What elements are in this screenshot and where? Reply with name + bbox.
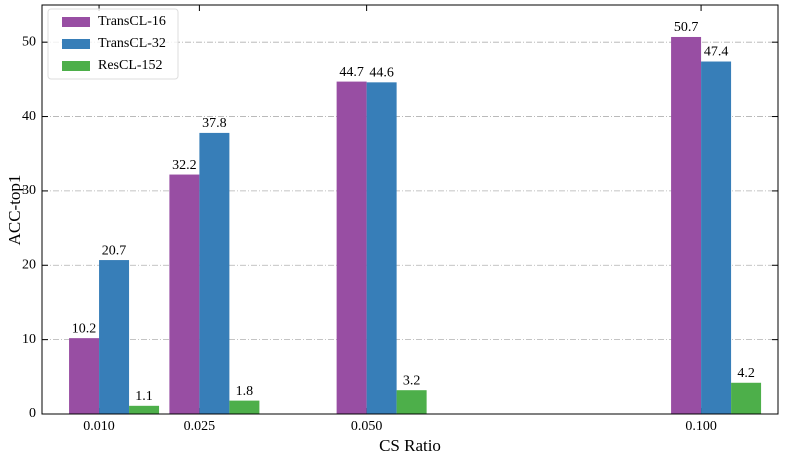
bar: [671, 36, 702, 414]
data-label: 1.1: [135, 389, 153, 404]
data-label: 20.7: [102, 243, 127, 258]
legend-label: TransCL-16: [98, 14, 166, 29]
data-label: 37.8: [202, 116, 227, 131]
x-tick-label: 0.050: [351, 419, 383, 434]
data-label: 47.4: [704, 45, 729, 60]
y-tick-label: 50: [22, 34, 36, 49]
bar: [129, 405, 160, 414]
bar: [69, 338, 100, 414]
bar: [229, 400, 260, 414]
bar: [701, 61, 732, 415]
legend-swatch: [62, 17, 90, 27]
x-tick-label: 0.100: [685, 419, 717, 434]
y-axis-label: ACC-top1: [5, 175, 24, 246]
data-label: 32.2: [172, 158, 197, 173]
bar: [396, 390, 427, 414]
x-axis-label: CS Ratio: [379, 436, 441, 455]
x-tick-label: 0.025: [184, 419, 216, 434]
y-tick-label: 40: [22, 109, 36, 124]
data-label: 44.7: [339, 65, 364, 80]
legend-label: TransCL-32: [98, 36, 166, 51]
legend-label: ResCL-152: [98, 58, 163, 73]
data-label: 44.6: [369, 66, 394, 81]
legend-swatch: [62, 39, 90, 49]
y-tick-label: 20: [22, 257, 36, 272]
y-tick-label: 0: [29, 406, 36, 421]
data-label: 50.7: [674, 20, 699, 35]
x-tick-label: 0.010: [83, 419, 115, 434]
y-tick-label: 10: [22, 332, 36, 347]
data-label: 4.2: [737, 366, 755, 381]
legend-swatch: [62, 61, 90, 71]
data-label: 1.8: [236, 384, 254, 399]
bar: [199, 132, 230, 414]
bar: [169, 174, 200, 414]
bar: [336, 81, 367, 414]
data-label: 10.2: [72, 321, 97, 336]
y-tick-label: 30: [22, 183, 36, 198]
data-label: 3.2: [403, 373, 421, 388]
bar: [731, 382, 762, 414]
bar: [99, 260, 130, 414]
plot-frame: [41, 4, 779, 415]
bar: [366, 82, 397, 414]
